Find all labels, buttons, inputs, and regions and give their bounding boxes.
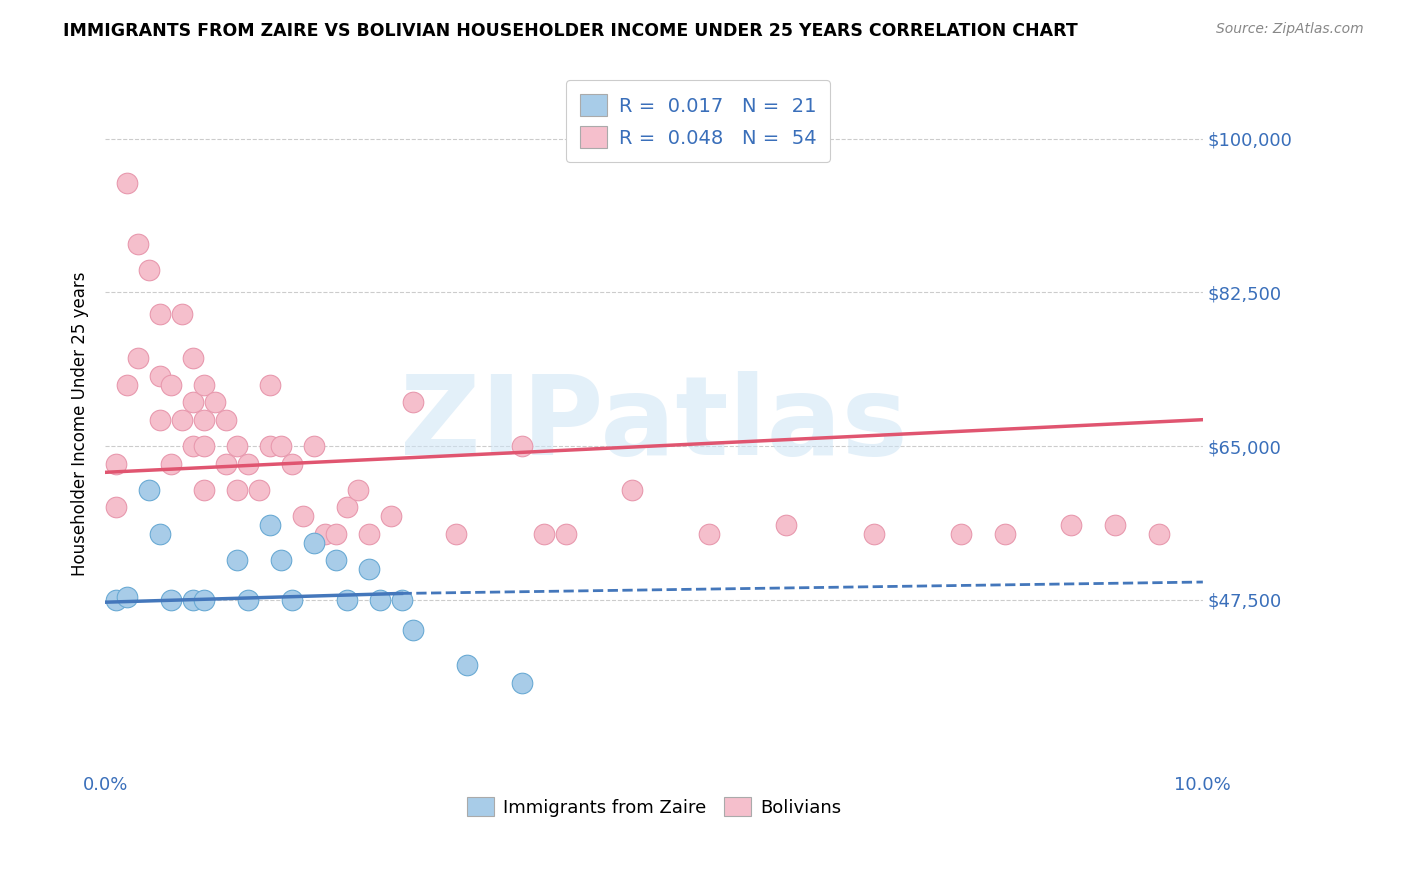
Point — [391, 592, 413, 607]
Point — [115, 377, 138, 392]
Point — [138, 483, 160, 497]
Point — [160, 377, 183, 392]
Point — [236, 457, 259, 471]
Point — [291, 509, 314, 524]
Point — [302, 535, 325, 549]
Point — [226, 439, 249, 453]
Point — [127, 237, 149, 252]
Point — [401, 395, 423, 409]
Point — [193, 592, 215, 607]
Point — [446, 526, 468, 541]
Point — [510, 676, 533, 690]
Point — [336, 592, 359, 607]
Point — [555, 526, 578, 541]
Point — [533, 526, 555, 541]
Point — [160, 457, 183, 471]
Point — [138, 263, 160, 277]
Point — [346, 483, 368, 497]
Point — [181, 592, 204, 607]
Point — [456, 658, 478, 673]
Point — [357, 562, 380, 576]
Point — [401, 624, 423, 638]
Point — [621, 483, 644, 497]
Point — [380, 509, 402, 524]
Point — [325, 526, 347, 541]
Point — [149, 412, 172, 426]
Point — [215, 412, 238, 426]
Point — [226, 483, 249, 497]
Point — [259, 439, 281, 453]
Point — [314, 526, 336, 541]
Point — [170, 412, 193, 426]
Point — [193, 412, 215, 426]
Legend: Immigrants from Zaire, Bolivians: Immigrants from Zaire, Bolivians — [460, 790, 849, 824]
Text: ZIPatlas: ZIPatlas — [401, 370, 908, 477]
Point — [149, 526, 172, 541]
Y-axis label: Householder Income Under 25 years: Householder Income Under 25 years — [72, 272, 89, 576]
Point — [115, 176, 138, 190]
Point — [160, 592, 183, 607]
Point — [325, 553, 347, 567]
Point — [259, 377, 281, 392]
Point — [181, 439, 204, 453]
Point — [105, 592, 128, 607]
Point — [105, 457, 128, 471]
Point — [270, 439, 292, 453]
Point — [994, 526, 1017, 541]
Text: IMMIGRANTS FROM ZAIRE VS BOLIVIAN HOUSEHOLDER INCOME UNDER 25 YEARS CORRELATION : IMMIGRANTS FROM ZAIRE VS BOLIVIAN HOUSEH… — [63, 22, 1078, 40]
Point — [302, 439, 325, 453]
Point — [1104, 518, 1126, 533]
Point — [950, 526, 973, 541]
Point — [775, 518, 797, 533]
Point — [281, 457, 304, 471]
Point — [236, 592, 259, 607]
Point — [368, 592, 391, 607]
Point — [170, 307, 193, 321]
Point — [204, 395, 226, 409]
Point — [1147, 526, 1170, 541]
Text: Source: ZipAtlas.com: Source: ZipAtlas.com — [1216, 22, 1364, 37]
Point — [862, 526, 884, 541]
Point — [181, 395, 204, 409]
Point — [226, 553, 249, 567]
Point — [127, 351, 149, 366]
Point — [510, 439, 533, 453]
Point — [270, 553, 292, 567]
Point — [247, 483, 270, 497]
Point — [105, 500, 128, 515]
Point — [259, 518, 281, 533]
Point — [115, 590, 138, 604]
Point — [1060, 518, 1083, 533]
Point — [193, 439, 215, 453]
Point — [149, 368, 172, 383]
Point — [281, 592, 304, 607]
Point — [215, 457, 238, 471]
Point — [193, 377, 215, 392]
Point — [336, 500, 359, 515]
Point — [357, 526, 380, 541]
Point — [193, 483, 215, 497]
Point — [149, 307, 172, 321]
Point — [181, 351, 204, 366]
Point — [697, 526, 720, 541]
